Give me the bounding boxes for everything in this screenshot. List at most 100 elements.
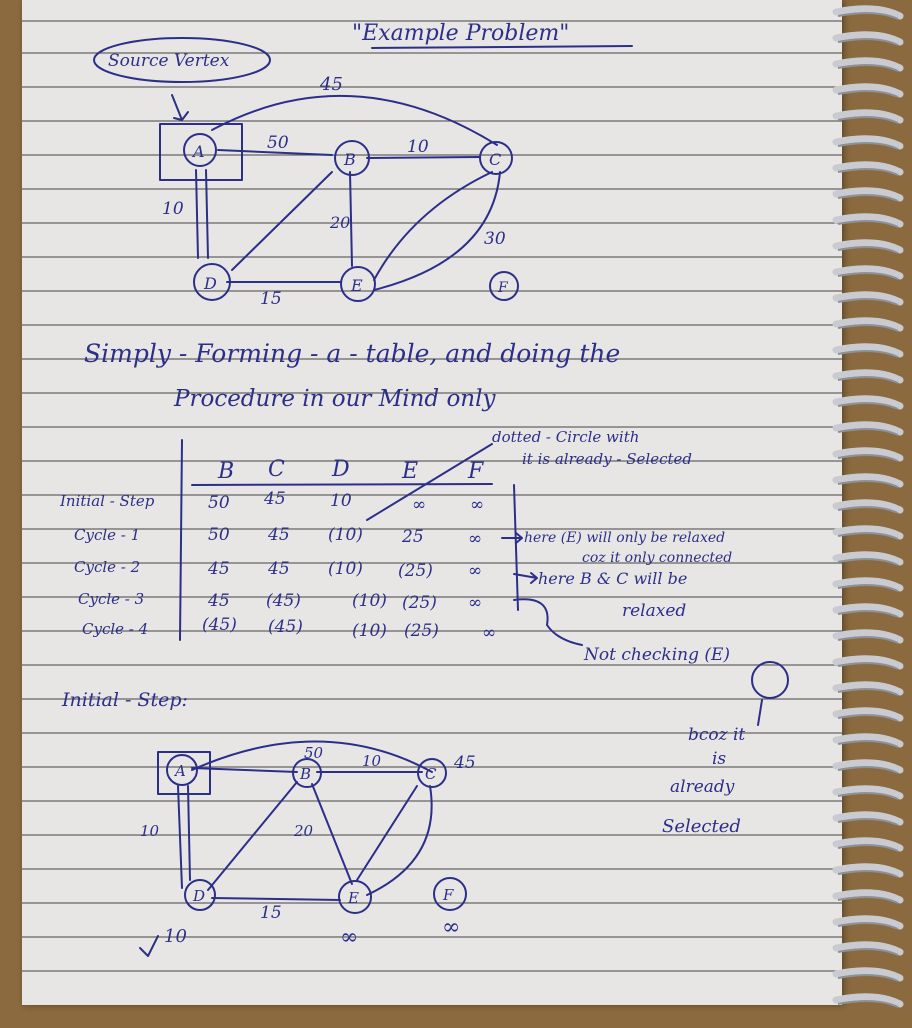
edge-ac-2: [191, 740, 433, 773]
source-box-2: [157, 751, 211, 795]
cell-c: (45): [266, 591, 301, 611]
becoz-line-1: bcoz it: [688, 725, 745, 745]
edge-ab-2: [191, 767, 298, 773]
dist-f-2: ∞: [442, 915, 460, 940]
edge-de-2-label: 15: [260, 903, 282, 923]
cell-f: ∞: [468, 529, 482, 549]
note-line-1: Simply - Forming - a - table, and doing …: [84, 339, 620, 368]
table-row: Cycle - 3 45 (45) (10) (25) ∞: [78, 590, 482, 613]
row-label: Cycle - 1: [74, 526, 140, 544]
spiral-coils: [832, 5, 904, 1008]
cell-e: (25): [404, 621, 439, 641]
cell-e: (25): [402, 593, 437, 613]
relax-e-line-2: coz it only connected: [582, 550, 732, 566]
edge-be-label: 20: [329, 213, 350, 232]
table-row: Cycle - 2 45 45 (10) (25) ∞: [74, 558, 482, 581]
cell-b: 50: [208, 525, 230, 545]
row-label: Initial - Step: [59, 492, 155, 510]
edge-de-label: 15: [260, 289, 282, 309]
not-checking-arrow: [513, 598, 583, 646]
initial-step-label: Initial - Step:: [61, 689, 188, 711]
cell-c: 45: [267, 525, 290, 545]
node-b-2: [292, 758, 322, 788]
node-c-2-label: C: [425, 765, 437, 783]
edge-ce-label: 30: [484, 229, 506, 249]
edge-ce-1: [373, 171, 493, 281]
table-row: Initial - Step 50 45 10 ∞ ∞: [59, 489, 484, 515]
annotation-pointer: [366, 443, 493, 521]
edge-ce-2a: [356, 785, 418, 881]
cell-d: (10): [352, 621, 387, 641]
node-b-label: B: [343, 150, 356, 169]
becoz-line-3: already: [670, 777, 735, 797]
dist-c: 45: [453, 753, 476, 773]
cell-e: ∞: [412, 495, 426, 515]
relax-bc-arrow: [513, 572, 538, 584]
edge-de-2: [211, 897, 341, 901]
cell-f: ∞: [470, 495, 484, 515]
note-line-2: Procedure in our Mind only: [173, 386, 496, 412]
node-d: [193, 263, 231, 301]
col-c: C: [268, 457, 285, 482]
cell-b: (45): [202, 615, 237, 635]
edge-ad-2-label: 10: [140, 822, 160, 840]
cell-c: (45): [268, 617, 303, 637]
cell-e: 25: [401, 527, 424, 547]
source-vertex-outline: [93, 37, 271, 83]
node-b-2-label: B: [299, 765, 311, 783]
edge-be-2: [311, 783, 353, 885]
col-f: F: [467, 459, 484, 484]
col-b: B: [217, 459, 234, 484]
selected-e-circle: [751, 661, 789, 699]
edge-bc-2-label: 10: [362, 752, 382, 770]
table-row: Cycle - 4 (45) (45) (10) (25) ∞: [82, 615, 496, 643]
node-e: [340, 266, 376, 302]
node-a-2: [166, 754, 198, 786]
table-right-rule: [513, 484, 519, 611]
relaxation-table: B C D E F Initial - Step 50 45 10 ∞ ∞ Cy…: [59, 439, 519, 643]
source-arrow: [171, 94, 189, 121]
edge-ab: [217, 149, 333, 156]
edge-ce-2b: [366, 785, 433, 896]
edge-ab-2-label: 50: [304, 744, 324, 762]
cell-f: ∞: [468, 593, 482, 613]
annotation-dotted-1: dotted - Circle with: [492, 428, 639, 446]
edge-ad-label: 10: [162, 199, 184, 219]
node-a-2-label: A: [173, 762, 186, 780]
becoz-pointer: [757, 699, 763, 726]
node-f-2: [433, 877, 467, 911]
notebook-spiral: [828, 0, 912, 1024]
dist-d-2: 10: [164, 926, 187, 947]
edge-ce-2: [373, 171, 501, 291]
becoz-line-4: Selected: [662, 816, 741, 837]
node-e-2-label: E: [347, 889, 359, 907]
table-row: Cycle - 1 50 45 (10) 25 ∞: [74, 525, 482, 549]
cell-b: 45: [207, 559, 230, 579]
node-e-2: [338, 880, 372, 914]
col-d: D: [331, 457, 350, 482]
row-label: Cycle - 3: [78, 590, 144, 608]
cell-f: ∞: [468, 561, 482, 581]
title-underline: [371, 45, 633, 49]
node-c-2: [417, 758, 447, 788]
cell-d: 10: [330, 491, 352, 511]
table-vertical-rule: [179, 439, 183, 641]
node-f-label: F: [497, 280, 509, 296]
node-d-2: [184, 879, 216, 911]
dist-e-2: ∞: [340, 925, 358, 950]
page-title: "Example Problem": [352, 21, 569, 46]
edge-ab-label: 50: [267, 133, 289, 153]
cell-d: (10): [328, 559, 363, 579]
node-b: [334, 140, 370, 176]
node-f-2-label: F: [442, 886, 454, 904]
cell-d: (10): [352, 591, 387, 611]
relax-e-arrow: [501, 532, 523, 544]
node-d-label: D: [203, 274, 217, 293]
edge-ad-2: [205, 169, 209, 259]
notebook-page: Source Vertex "Example Problem" 45 50 10…: [22, 0, 842, 1005]
edge-ad-2b: [187, 785, 191, 881]
edge-bd-2: [207, 781, 298, 891]
annotation-dotted-2: it is already - Selected: [522, 450, 692, 468]
cell-b: 45: [207, 591, 230, 611]
cell-c: 45: [267, 559, 290, 579]
